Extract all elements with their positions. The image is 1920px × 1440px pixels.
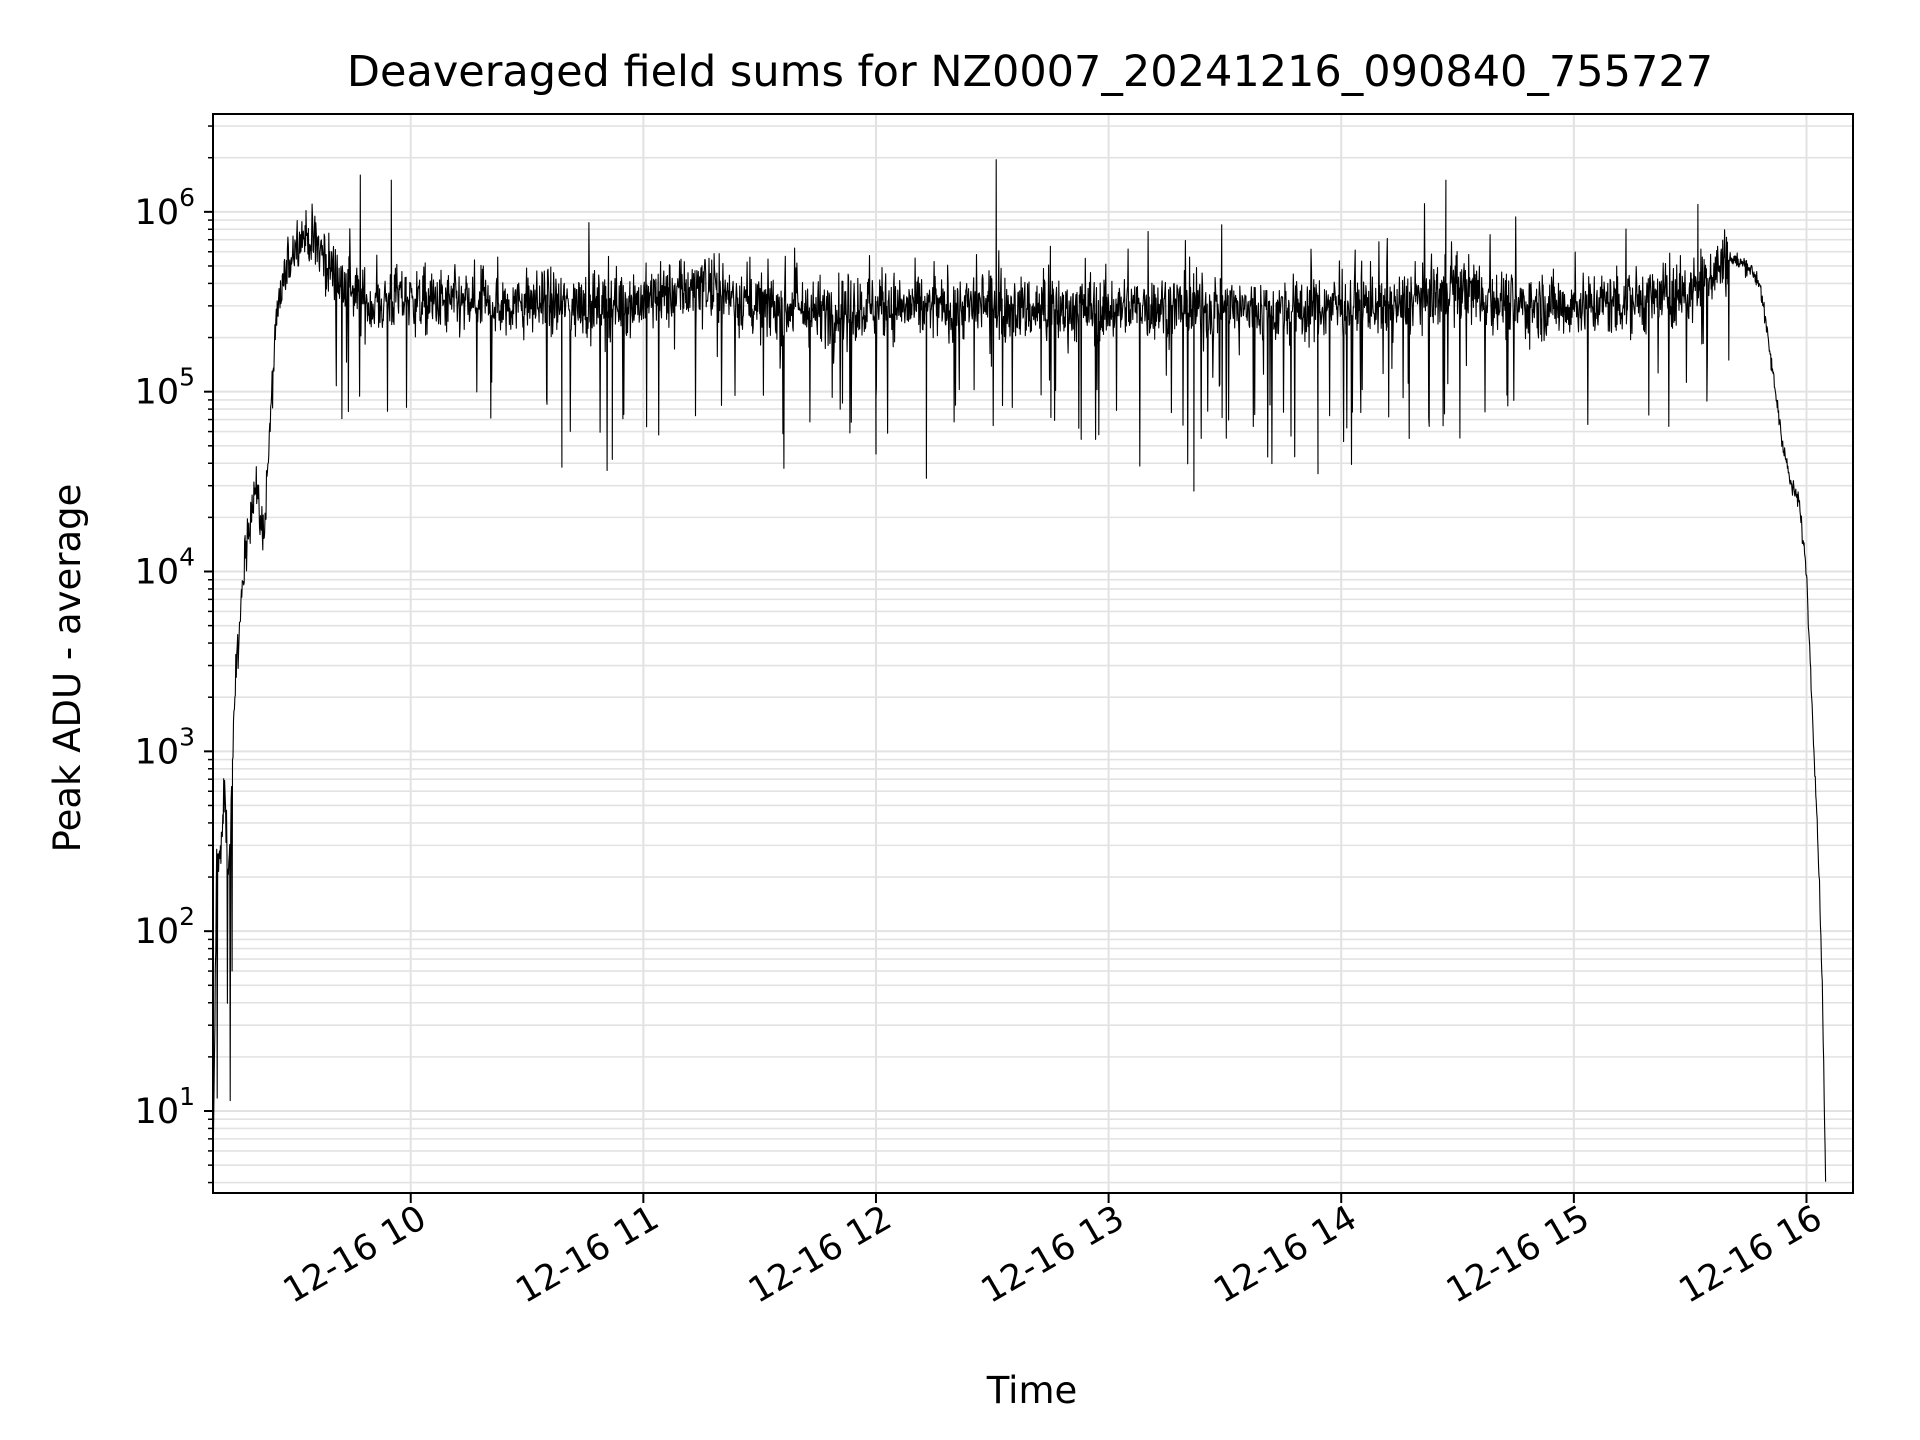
chart-title: Deaveraged field sums for NZ0007_2024121… xyxy=(347,47,1713,97)
y-tick-label-base: 10 xyxy=(135,732,180,772)
y-tick-label-exponent: 1 xyxy=(179,1082,195,1111)
y-tick-label-base: 10 xyxy=(135,1092,180,1132)
plot-frame xyxy=(212,113,1854,1194)
y-tick-label-base: 10 xyxy=(135,912,180,952)
y-tick-label-exponent: 6 xyxy=(179,183,195,212)
series-line xyxy=(212,159,1827,1182)
y-tick-label-exponent: 3 xyxy=(179,722,195,751)
y-axis-label: Peak ADU - average xyxy=(46,484,89,853)
y-tick-label: 105 xyxy=(135,363,195,413)
y-tick-label-base: 10 xyxy=(135,373,180,413)
x-axis-label: Time xyxy=(986,1369,1078,1412)
y-tick-label: 103 xyxy=(135,722,195,772)
y-tick-label-exponent: 2 xyxy=(179,902,195,931)
y-tick-label-base: 10 xyxy=(135,193,180,233)
y-tick-label: 101 xyxy=(135,1082,195,1132)
grid xyxy=(213,114,1853,1193)
y-tick-label-exponent: 4 xyxy=(179,543,195,572)
series-line-group xyxy=(212,159,1827,1182)
y-tick-label-exponent: 5 xyxy=(179,363,195,392)
y-tick-label: 104 xyxy=(135,543,195,593)
y-tick-label: 106 xyxy=(135,183,195,233)
y-tick-label-base: 10 xyxy=(135,553,180,593)
y-tick-label: 102 xyxy=(135,902,195,952)
